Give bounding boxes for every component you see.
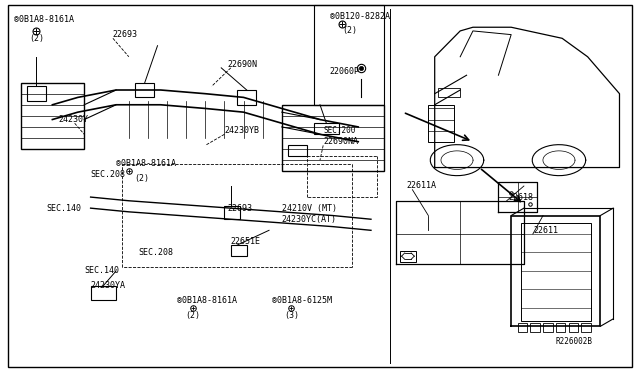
Bar: [91, 286, 116, 301]
Text: 22693: 22693: [228, 203, 253, 213]
Text: ®0B1A8-8161A: ®0B1A8-8161A: [14, 15, 74, 24]
Text: 24230Y: 24230Y: [59, 115, 89, 124]
Text: 24210V (MT): 24210V (MT): [282, 203, 337, 213]
Text: 22651E: 22651E: [231, 237, 260, 246]
Bar: [225, 206, 241, 219]
Text: 22693: 22693: [113, 30, 138, 39]
Text: 24230YA: 24230YA: [91, 281, 125, 290]
Text: 22618: 22618: [508, 193, 533, 202]
Bar: [518, 323, 527, 332]
Text: 24230YC(AT): 24230YC(AT): [282, 215, 337, 224]
Text: ®0B1A8-6125M: ®0B1A8-6125M: [272, 296, 332, 305]
Text: SEC.140: SEC.140: [46, 203, 81, 213]
Text: (2): (2): [134, 174, 149, 183]
Text: SEC.200: SEC.200: [323, 126, 356, 135]
Text: SEC.208: SEC.208: [138, 248, 173, 257]
Text: 22611A: 22611A: [406, 182, 436, 190]
Bar: [288, 145, 307, 157]
Text: 22690N: 22690N: [228, 60, 258, 69]
Text: 22060P: 22060P: [330, 67, 360, 76]
Text: (2): (2): [342, 26, 357, 35]
Text: R226002B: R226002B: [556, 337, 593, 346]
Bar: [521, 223, 591, 321]
Bar: [231, 245, 246, 256]
Text: SEC.208: SEC.208: [91, 170, 125, 179]
Bar: [135, 83, 154, 97]
Text: ®0B1A8-8161A: ®0B1A8-8161A: [177, 296, 237, 305]
Text: (2): (2): [185, 311, 200, 320]
Text: 24230YB: 24230YB: [225, 126, 259, 135]
Bar: [581, 323, 591, 332]
Text: ®0B1A8-8161A: ®0B1A8-8161A: [116, 159, 176, 169]
Bar: [543, 323, 552, 332]
Bar: [314, 123, 339, 134]
Bar: [428, 105, 454, 142]
Bar: [237, 90, 256, 105]
Text: SEC.140: SEC.140: [84, 266, 119, 275]
Text: (3): (3): [284, 311, 299, 320]
Text: ®0B120-8282A: ®0B120-8282A: [330, 12, 390, 21]
Bar: [438, 88, 460, 97]
Bar: [27, 86, 46, 101]
Bar: [568, 323, 578, 332]
Bar: [556, 323, 565, 332]
Text: 22690NA: 22690NA: [323, 137, 358, 146]
Text: 22611: 22611: [534, 226, 559, 235]
Bar: [531, 323, 540, 332]
Text: (2): (2): [29, 34, 44, 43]
Bar: [399, 251, 415, 262]
